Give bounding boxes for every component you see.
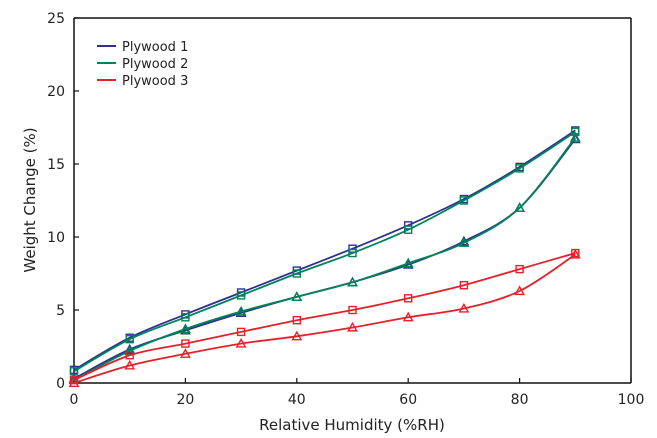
data-point-square bbox=[348, 305, 357, 315]
data-point-triangle bbox=[235, 337, 247, 348]
data-point-triangle bbox=[569, 132, 581, 142]
data-point-triangle bbox=[291, 291, 303, 301]
y-axis-label: Weight Change (%) bbox=[21, 127, 39, 272]
data-point-square bbox=[69, 375, 79, 385]
legend: Plywood 1 Plywood 2 Plywood 3 bbox=[97, 40, 188, 89]
y-tick-label: 20 bbox=[47, 84, 65, 100]
data-point-square bbox=[571, 127, 580, 137]
data-point-square bbox=[404, 294, 413, 303]
data-point-triangle bbox=[458, 302, 470, 313]
data-point-triangle bbox=[569, 133, 581, 144]
series-plywood-2 bbox=[68, 127, 581, 385]
legend-label-plywood-1: Plywood 1 bbox=[122, 40, 188, 55]
data-point-triangle bbox=[124, 345, 136, 355]
series-line-plywood-3-desorption bbox=[73, 253, 576, 384]
data-point-square bbox=[181, 339, 190, 348]
y-tick-label: 5 bbox=[56, 303, 65, 319]
data-point-square bbox=[292, 316, 301, 325]
y-tick-label: 10 bbox=[47, 230, 65, 246]
data-point-square bbox=[459, 280, 469, 290]
data-point-square bbox=[515, 164, 524, 173]
data-point-triangle bbox=[291, 330, 303, 341]
data-point-triangle bbox=[514, 202, 525, 212]
ticks: 0 20 40 60 80 100 0 5 10 15 20 25 bbox=[47, 11, 644, 408]
y-tick-label: 15 bbox=[47, 157, 65, 173]
data-point-square bbox=[459, 196, 469, 205]
data-point-triangle bbox=[180, 323, 191, 334]
series-plywood-3 bbox=[68, 248, 581, 388]
axes bbox=[73, 17, 632, 384]
x-tick-label: 0 bbox=[70, 392, 79, 408]
series-line-plywood-2-desorption bbox=[73, 137, 577, 381]
data-point-triangle bbox=[68, 377, 80, 388]
x-axis-label: Relative Humidity (%RH) bbox=[259, 416, 445, 434]
legend-label-plywood-2: Plywood 2 bbox=[122, 57, 188, 72]
data-point-triangle bbox=[514, 285, 525, 296]
data-point-square bbox=[236, 291, 246, 300]
series-line-plywood-2-sorption bbox=[73, 131, 576, 373]
data-point-square bbox=[236, 327, 246, 337]
data-point-square bbox=[348, 248, 357, 258]
x-tick-label: 20 bbox=[176, 392, 194, 408]
data-point-triangle bbox=[180, 348, 191, 358]
data-point-square bbox=[125, 351, 134, 360]
data-point-triangle bbox=[235, 305, 247, 316]
data-point-triangle bbox=[347, 321, 358, 332]
data-point-square bbox=[181, 313, 190, 322]
data-point-triangle bbox=[458, 237, 470, 247]
data-point-triangle bbox=[569, 248, 581, 259]
x-tick-label: 100 bbox=[618, 392, 645, 408]
x-tick-label: 60 bbox=[399, 392, 417, 408]
series-line-plywood-1-sorption bbox=[73, 129, 576, 371]
series bbox=[68, 126, 581, 388]
data-point-square bbox=[125, 335, 134, 344]
series-line-plywood-3-sorption bbox=[73, 252, 576, 381]
y-tick-label: 25 bbox=[47, 11, 65, 27]
data-point-square bbox=[515, 264, 524, 274]
data-point-square bbox=[404, 225, 413, 234]
x-tick-label: 80 bbox=[511, 392, 529, 408]
y-tick-label: 0 bbox=[56, 376, 65, 392]
data-point-triangle bbox=[124, 359, 136, 370]
x-tick-label: 40 bbox=[288, 392, 306, 408]
data-point-triangle bbox=[402, 311, 414, 322]
data-point-triangle bbox=[347, 276, 358, 287]
data-point-square bbox=[292, 269, 301, 278]
legend-label-plywood-3: Plywood 3 bbox=[122, 74, 188, 89]
data-point-triangle bbox=[402, 257, 414, 268]
